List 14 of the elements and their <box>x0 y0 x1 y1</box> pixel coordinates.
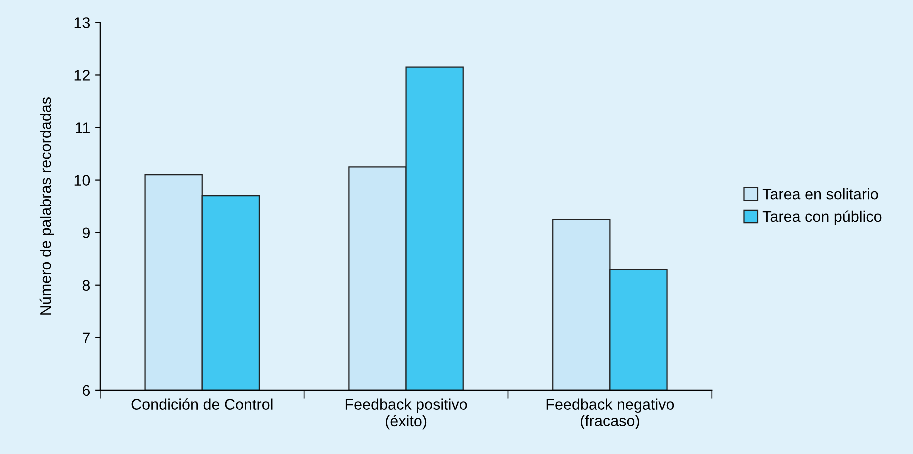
y-tick-label: 8 <box>82 280 90 292</box>
x-tick-label: Feedback positivo (éxito) <box>346 398 468 430</box>
y-tick-label: 13 <box>74 18 90 28</box>
y-axis-title: Número de palabras recordadas <box>40 98 54 315</box>
legend-label: Tarea en solitario <box>762 188 878 200</box>
x-tick-label: Feedback negativo (fracaso) <box>546 398 674 430</box>
y-tick-label: 12 <box>74 70 90 81</box>
y-tick-label: 7 <box>82 332 90 344</box>
y-tick-label: 6 <box>82 385 90 396</box>
legend-label: Tarea con público <box>762 210 882 226</box>
x-tick-label: Condición de Control <box>132 398 273 410</box>
y-tick-label: 11 <box>76 122 90 134</box>
y-tick-label: 9 <box>82 228 90 239</box>
y-tick-label: 10 <box>74 175 90 186</box>
